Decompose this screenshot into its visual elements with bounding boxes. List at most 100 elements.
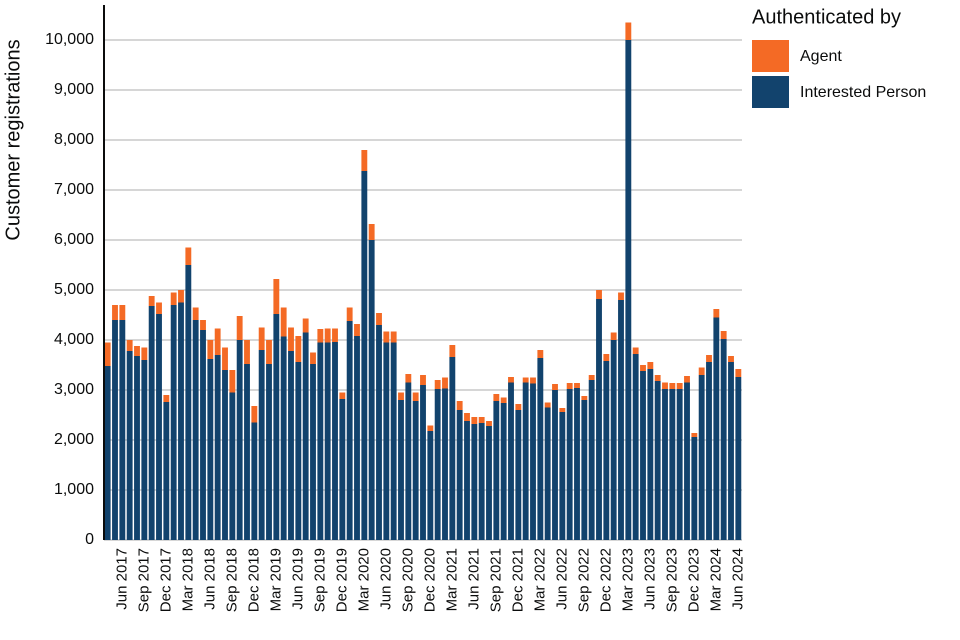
bar-segment (214, 328, 221, 355)
y-tick-label: 8,000 (54, 131, 94, 148)
bar-segment (522, 377, 529, 383)
y-tick-label: 9,000 (54, 81, 94, 98)
bar-segment (420, 375, 426, 385)
bar-segment (434, 389, 441, 540)
bar-segment (669, 383, 676, 389)
bar-segment (251, 406, 258, 423)
bar-segment (192, 307, 199, 320)
bar-segment (713, 309, 720, 318)
bar-segment (258, 350, 265, 540)
bar-segment (471, 424, 478, 540)
bar-segment (346, 307, 353, 321)
x-tick-label: Dec 2017 (157, 548, 174, 612)
bar-segment (412, 401, 419, 540)
bar-segment (295, 336, 302, 362)
bar-segment (310, 352, 316, 364)
bar-segment (720, 339, 727, 540)
x-tick-label: Mar 2018 (179, 548, 196, 611)
bar-segment (390, 331, 397, 343)
x-tick-label: Jun 2021 (465, 548, 482, 610)
bar-segment (691, 433, 698, 437)
bar-segment (244, 340, 250, 364)
bar-segment (632, 354, 639, 540)
bar-segment (728, 362, 734, 540)
x-tick-label: Jun 2022 (553, 548, 570, 610)
bar-segment (134, 356, 140, 540)
bar-segment (654, 375, 661, 381)
bar-segment (383, 342, 390, 540)
bar-segment (596, 299, 602, 540)
bar-segment (273, 314, 280, 540)
bar-segment (156, 314, 162, 540)
bar-segment (566, 383, 573, 389)
bar-segment (456, 401, 463, 410)
x-tick-label: Dec 2022 (597, 548, 614, 612)
legend-title: Authenticated by (752, 6, 901, 28)
x-tick-label: Sep 2022 (575, 548, 592, 612)
x-tick-label: Mar 2023 (619, 548, 636, 611)
bar-segment (163, 402, 170, 540)
bar-segment (185, 265, 192, 540)
x-tick-label: Mar 2019 (267, 548, 284, 611)
bar-segment (618, 300, 624, 540)
x-tick-label: Dec 2019 (333, 548, 350, 612)
bar-segment (236, 316, 243, 340)
bar-segment (684, 376, 690, 383)
bar-segment (148, 296, 155, 306)
bar-segment (735, 369, 742, 377)
x-tick-label: Jun 2023 (641, 548, 658, 610)
bar-segment (258, 327, 265, 350)
bar-segment (684, 382, 690, 540)
bar-segment (178, 302, 184, 540)
bar-segment (420, 385, 426, 540)
bar-segment (581, 400, 588, 540)
bar-segment (610, 332, 617, 340)
bar-segment (588, 380, 595, 540)
bar-segment (141, 360, 148, 540)
bar-segment (574, 383, 580, 388)
bar-segment (354, 336, 360, 540)
bar-segment (427, 431, 434, 540)
bar-segment (464, 421, 470, 540)
bar-segment (522, 382, 529, 540)
bar-segment (559, 412, 566, 540)
x-tick-label: Mar 2024 (707, 548, 724, 611)
x-tick-label: Mar 2021 (443, 548, 460, 611)
bar-segment (339, 392, 346, 399)
bar-segment (251, 422, 258, 540)
bar-segment (544, 407, 551, 540)
bar-segment (405, 382, 412, 540)
bar-segment (368, 224, 375, 240)
bar-segment (537, 350, 544, 358)
bar-segment (449, 357, 456, 540)
bar-segment (376, 325, 382, 540)
bar-segment (222, 370, 228, 540)
bar-segment (706, 362, 712, 540)
bar-segment (398, 400, 404, 540)
bar-segment (383, 331, 390, 343)
x-tick-label: Dec 2018 (245, 548, 262, 612)
x-tick-label: Jun 2017 (113, 548, 130, 610)
bar-segment (632, 347, 639, 354)
x-tick-label: Jun 2024 (729, 548, 746, 610)
bar-segment (185, 247, 192, 265)
bar-segment (288, 351, 294, 540)
bar-segment (669, 389, 676, 540)
x-tick-label: Jun 2020 (377, 548, 394, 610)
bar-segment (302, 318, 309, 333)
x-tick-label: Sep 2019 (311, 548, 328, 612)
bar-segment (442, 388, 448, 540)
bar-segment (530, 383, 536, 540)
bar-segment (493, 401, 500, 540)
bar-segment (229, 392, 236, 540)
legend-swatch (752, 76, 789, 108)
bar-segment (332, 342, 338, 540)
bar-segment (104, 342, 111, 366)
bar-segment (610, 340, 617, 540)
bar-segment (170, 292, 177, 305)
y-tick-label: 3,000 (54, 381, 94, 398)
x-tick-label: Dec 2020 (421, 548, 438, 612)
bar-segment (640, 371, 646, 540)
bar-segment (493, 394, 500, 401)
